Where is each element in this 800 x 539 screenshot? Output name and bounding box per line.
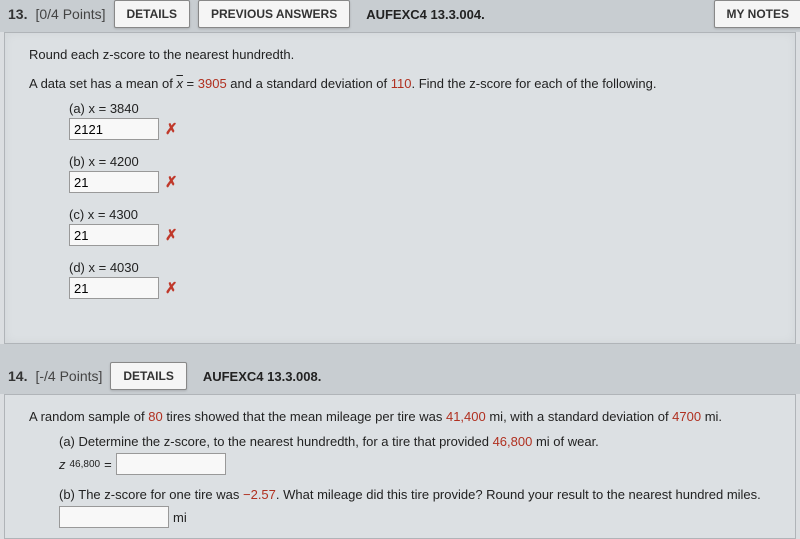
question-14: 14. [-/4 Points] DETAILS AUFEXC4 13.3.00… (0, 362, 800, 539)
prompt-text: A random sample of (29, 409, 148, 424)
q13-number: 13. (8, 6, 27, 22)
mean-value: 3905 (198, 76, 227, 91)
prompt-text: . Find the z-score for each of the follo… (411, 76, 656, 91)
q13-points: [0/4 Points] (35, 6, 105, 22)
my-notes-button[interactable]: MY NOTES (714, 0, 800, 28)
part-d-label: (d) x = 4030 (69, 260, 771, 275)
sd-value: 4700 (672, 409, 701, 424)
prompt-text: (a) Determine the z-score, to the neares… (59, 434, 493, 449)
details-button[interactable]: DETAILS (114, 0, 190, 28)
previous-answers-button[interactable]: PREVIOUS ANSWERS (198, 0, 350, 28)
part-d-input[interactable] (69, 277, 159, 299)
q13-assignment-id: AUFEXC4 13.3.004. (366, 7, 485, 22)
prompt-text: = (183, 76, 198, 91)
q13-part-b: (b) x = 4200 ✗ (69, 154, 771, 193)
part-b-input[interactable] (69, 171, 159, 193)
q13-parts: (a) x = 3840 ✗ (b) x = 4200 ✗ (c) x = 43… (69, 101, 771, 299)
part-a-label: (a) x = 3840 (69, 101, 771, 116)
q13-part-a: (a) x = 3840 ✗ (69, 101, 771, 140)
question-13-header: 13. [0/4 Points] DETAILS PREVIOUS ANSWER… (0, 0, 800, 32)
part-b-label: (b) x = 4200 (69, 154, 771, 169)
part-a-input[interactable] (69, 118, 159, 140)
wrong-icon: ✗ (165, 120, 178, 138)
q14-part-a: (a) Determine the z-score, to the neares… (59, 434, 771, 475)
prompt-text: A data set has a mean of (29, 76, 176, 91)
prompt-text: mi. (701, 409, 722, 424)
part-c-input[interactable] (69, 224, 159, 246)
wrong-icon: ✗ (165, 173, 178, 191)
z-label: z (59, 457, 66, 472)
part-a-text: (a) Determine the z-score, to the neares… (59, 434, 771, 449)
mileage-row: mi (59, 506, 771, 528)
q14-content: A random sample of 80 tires showed that … (4, 394, 796, 539)
equals-sign: = (104, 457, 112, 472)
q14-prompt: A random sample of 80 tires showed that … (29, 409, 771, 424)
wear-value: 46,800 (493, 434, 533, 449)
part-b-text: (b) The z-score for one tire was −2.57. … (59, 487, 771, 502)
q13-content: Round each z-score to the nearest hundre… (4, 32, 796, 344)
wrong-icon: ✗ (165, 279, 178, 297)
q13-part-c: (c) x = 4300 ✗ (69, 207, 771, 246)
question-13: 13. [0/4 Points] DETAILS PREVIOUS ANSWER… (0, 0, 800, 344)
question-14-header: 14. [-/4 Points] DETAILS AUFEXC4 13.3.00… (0, 362, 800, 394)
prompt-text: mi, with a standard deviation of (486, 409, 672, 424)
unit-label: mi (173, 510, 187, 525)
z-subscript: 46,800 (70, 459, 101, 470)
prompt-text: and a standard deviation of (227, 76, 391, 91)
q14-points: [-/4 Points] (35, 368, 102, 384)
q14-part-b: (b) The z-score for one tire was −2.57. … (59, 487, 771, 528)
prompt-text: (b) The z-score for one tire was (59, 487, 243, 502)
z-equation-row: z 46,800 = (59, 453, 771, 475)
q13-part-d: (d) x = 4030 ✗ (69, 260, 771, 299)
q13-prompt: A data set has a mean of x = 3905 and a … (29, 76, 771, 91)
wrong-icon: ✗ (165, 226, 178, 244)
prompt-text: mi of wear. (532, 434, 598, 449)
mean-value: 41,400 (446, 409, 486, 424)
prompt-text: tires showed that the mean mileage per t… (163, 409, 446, 424)
prompt-text: . What mileage did this tire provide? Ro… (276, 487, 761, 502)
part-a-input[interactable] (116, 453, 226, 475)
q14-number: 14. (8, 368, 27, 384)
q14-assignment-id: AUFEXC4 13.3.008. (203, 369, 322, 384)
sd-value: 110 (391, 76, 412, 91)
q13-instruction: Round each z-score to the nearest hundre… (29, 47, 771, 62)
z-value: −2.57 (243, 487, 276, 502)
n-value: 80 (148, 409, 162, 424)
part-c-label: (c) x = 4300 (69, 207, 771, 222)
part-b-input[interactable] (59, 506, 169, 528)
details-button[interactable]: DETAILS (110, 362, 186, 390)
